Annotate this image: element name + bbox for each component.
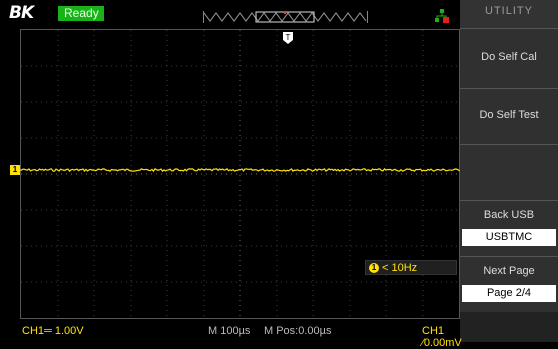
trigger-marker-text: T	[286, 33, 291, 42]
ch1-trace	[20, 168, 460, 173]
menu-empty-slot[interactable]	[460, 144, 558, 200]
timebase[interactable]: M 100µs	[208, 325, 251, 337]
ch1-scale[interactable]: CH1═ 1.00V	[22, 325, 84, 337]
ch1-waveform	[20, 168, 460, 173]
trigger-position-marker[interactable]: T	[283, 32, 293, 44]
ch1-badge: 1	[369, 263, 379, 273]
do-self-cal-button[interactable]: Do Self Cal	[460, 28, 558, 88]
menu-title: UTILITY	[460, 0, 558, 28]
ch1-ground-marker[interactable]: 1	[10, 165, 20, 175]
status-bar: CH1═ 1.00V M 100µs M Pos:0.00µs CH1 ⁄0.0…	[0, 319, 462, 349]
utility-menu: UTILITY Do Self Cal Do Self Test Back US…	[460, 0, 558, 342]
memory-position-indicator	[203, 11, 368, 23]
memory-waveform-icon	[204, 11, 367, 23]
brand-logo: BK	[9, 3, 34, 23]
do-self-test-label: Do Self Test	[479, 109, 539, 121]
next-page-label: Next Page	[483, 265, 535, 277]
trigger-info[interactable]: CH1 ⁄0.00mV	[422, 325, 462, 349]
do-self-test-button[interactable]: Do Self Test	[460, 88, 558, 144]
back-usb-value: USBTMC	[462, 229, 556, 246]
horizontal-position[interactable]: M Pos:0.00µs	[264, 325, 332, 337]
acquisition-status: Ready	[58, 6, 104, 21]
frequency-readout: 1 < 10Hz	[365, 260, 457, 275]
next-page-button[interactable]: Next Page Page 2/4	[460, 256, 558, 312]
back-usb-label: Back USB	[483, 209, 535, 221]
page-indicator: Page 2/4	[462, 285, 556, 302]
frequency-value: < 10Hz	[382, 262, 418, 274]
top-bar: BK Ready	[0, 0, 460, 28]
back-usb-button[interactable]: Back USB USBTMC	[460, 200, 558, 256]
network-status-icon	[435, 9, 449, 23]
do-self-cal-label: Do Self Cal	[481, 51, 537, 63]
